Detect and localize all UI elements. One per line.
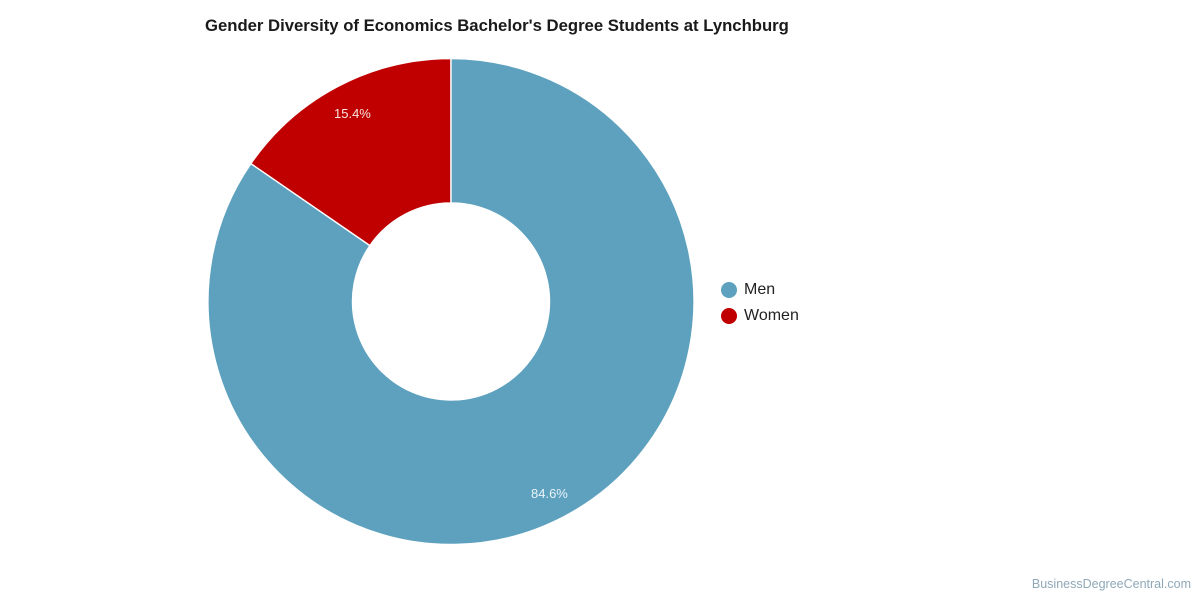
svg-text:15.4%: 15.4% bbox=[334, 106, 371, 121]
svg-text:84.6%: 84.6% bbox=[531, 486, 568, 501]
